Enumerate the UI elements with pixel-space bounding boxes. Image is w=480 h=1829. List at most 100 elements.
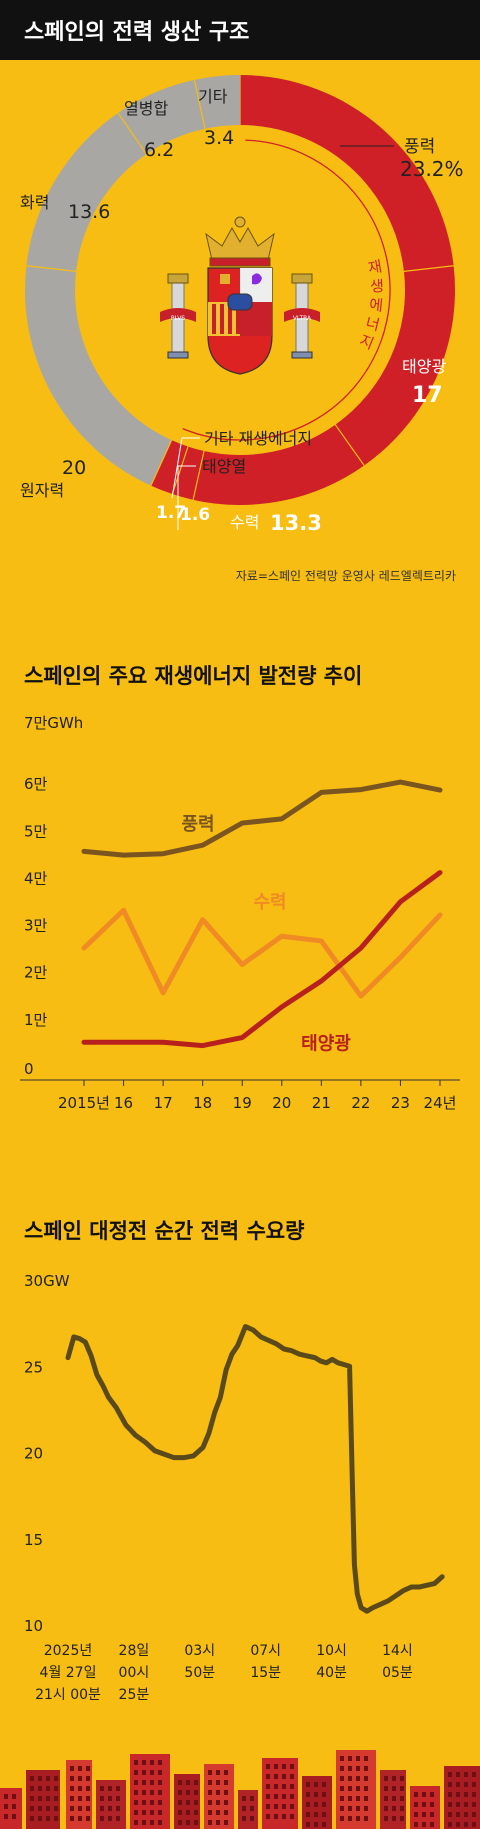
building-window-icon (12, 1804, 16, 1809)
building-window-icon (464, 1802, 468, 1807)
slice-label: 열병합 (124, 99, 168, 118)
building-window-icon (216, 1810, 220, 1815)
building-window-icon (116, 1796, 120, 1801)
slice-label: 화력 (20, 193, 49, 212)
building-window-icon (422, 1792, 426, 1797)
building-window-icon (274, 1774, 278, 1779)
x-tick-label: 17 (154, 1094, 173, 1112)
y-tick-label: 3만 (24, 917, 48, 935)
building-window-icon (142, 1760, 146, 1765)
building-window-icon (100, 1816, 104, 1821)
building-window-icon (322, 1802, 326, 1807)
building-window-icon (158, 1760, 162, 1765)
building-window-icon (384, 1806, 388, 1811)
x-tick-label: 25분 (119, 1687, 150, 1703)
renewable-group-arc (182, 139, 391, 441)
demand-line (65, 1324, 445, 1614)
slice-value: 1.7 (156, 503, 186, 523)
building-window-icon (274, 1794, 278, 1799)
source-note: 자료=스페인 전력망 운영사 레드엘렉트리카 (236, 569, 456, 583)
building-window-icon (340, 1816, 344, 1821)
building-window-icon (46, 1806, 50, 1811)
building-window-icon (456, 1822, 460, 1827)
building-window-icon (242, 1796, 246, 1801)
building-window-icon (186, 1820, 190, 1825)
building-window-icon (134, 1820, 138, 1825)
building-window-icon (158, 1790, 162, 1795)
building-window-icon (150, 1820, 154, 1825)
building-window-icon (30, 1796, 34, 1801)
building-window-icon (194, 1800, 198, 1805)
building-window-icon (448, 1812, 452, 1817)
building-window-icon (178, 1780, 182, 1785)
building-window-icon (4, 1804, 8, 1809)
building-window-icon (456, 1772, 460, 1777)
building-window-icon (274, 1784, 278, 1789)
building-window-icon (216, 1800, 220, 1805)
building-window-icon (274, 1804, 278, 1809)
building-window-icon (266, 1764, 270, 1769)
slice-value: 20 (62, 457, 86, 479)
building-window-icon (178, 1790, 182, 1795)
building-window-icon (250, 1796, 254, 1801)
building-window-icon (340, 1796, 344, 1801)
building-window-icon (116, 1816, 120, 1821)
building-window-icon (38, 1806, 42, 1811)
building-window-icon (348, 1766, 352, 1771)
series-line-2 (81, 870, 443, 1049)
donut-slice (194, 75, 240, 129)
y-tick-label: 1만 (24, 1011, 48, 1029)
building-window-icon (194, 1810, 198, 1815)
building-window-icon (208, 1770, 212, 1775)
building-window-icon (472, 1802, 476, 1807)
donut-slice (24, 265, 172, 486)
building-window-icon (392, 1786, 396, 1791)
donut-slice (26, 112, 147, 272)
building-window-icon (384, 1776, 388, 1781)
building-window-icon (472, 1772, 476, 1777)
building-window-icon (12, 1814, 16, 1819)
building-window-icon (430, 1802, 434, 1807)
building-window-icon (30, 1786, 34, 1791)
building-window-icon (400, 1776, 404, 1781)
motto-text: PLVS (171, 315, 185, 322)
building-window-icon (224, 1770, 228, 1775)
shield-center-icon (227, 293, 253, 311)
building-window-icon (282, 1774, 286, 1779)
building-window-icon (250, 1816, 254, 1821)
x-tick-label: 21 (312, 1094, 331, 1112)
x-tick-label: 20 (272, 1094, 291, 1112)
donut-slice (118, 79, 206, 155)
label-leader (171, 437, 200, 499)
building-window-icon (472, 1822, 476, 1827)
slice-value: 3.4 (204, 127, 234, 149)
building-window-icon (392, 1806, 396, 1811)
building-window-icon (242, 1816, 246, 1821)
building-window-icon (142, 1770, 146, 1775)
building-window-icon (384, 1816, 388, 1821)
building-window-icon (266, 1784, 270, 1789)
slice-divider (117, 112, 147, 155)
building-window-icon (306, 1792, 310, 1797)
building-window-icon (158, 1770, 162, 1775)
building-window-icon (384, 1786, 388, 1791)
building-window-icon (250, 1806, 254, 1811)
building-window-icon (340, 1756, 344, 1761)
ribbon-icon (160, 308, 196, 322)
building-window-icon (216, 1820, 220, 1825)
building-window-icon (448, 1792, 452, 1797)
building-window-icon (306, 1802, 310, 1807)
building-window-icon (38, 1816, 42, 1821)
building-window-icon (274, 1814, 278, 1819)
building-window-icon (186, 1810, 190, 1815)
slice-divider (192, 450, 205, 500)
building-window-icon (348, 1756, 352, 1761)
crown-icon (205, 226, 275, 261)
building-window-icon (414, 1812, 418, 1817)
building-window-icon (340, 1766, 344, 1771)
slice-label: 기타 (198, 87, 228, 106)
building-window-icon (100, 1806, 104, 1811)
slice-divider (403, 265, 454, 272)
renewable-trend-title: 스페인의 주요 재생에너지 발전량 추이 (24, 664, 363, 688)
building-window-icon (78, 1796, 82, 1801)
